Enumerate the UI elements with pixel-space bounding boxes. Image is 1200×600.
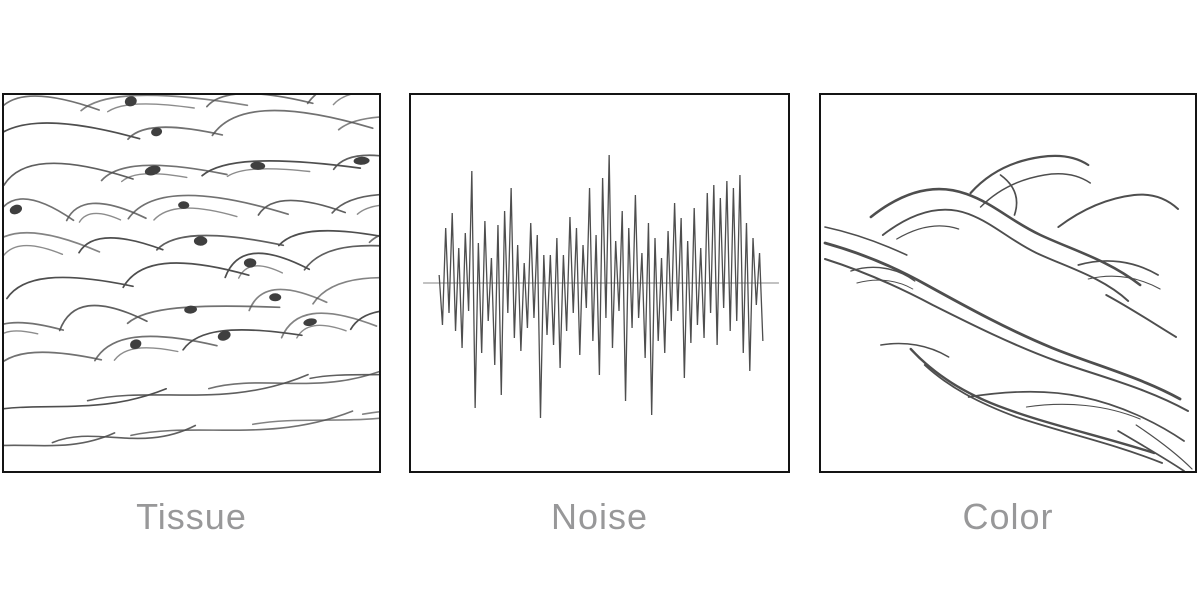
- vessel-branches-illustration: [823, 154, 1193, 471]
- panel-color: Color: [819, 93, 1197, 538]
- color-panel-box: [819, 93, 1197, 473]
- noise-panel-box: [409, 93, 790, 473]
- tissue-label: Tissue: [136, 496, 247, 537]
- vessel-strokes: [823, 154, 1193, 471]
- color-label: Color: [962, 496, 1054, 537]
- tissue-cells-illustration: [4, 95, 379, 447]
- tissue-panel-box: [2, 93, 381, 473]
- noise-label: Noise: [550, 496, 649, 537]
- noise-waveform-illustration: [423, 154, 779, 419]
- panel-tissue: Tissue: [2, 93, 381, 538]
- panel-noise: Noise: [409, 93, 790, 538]
